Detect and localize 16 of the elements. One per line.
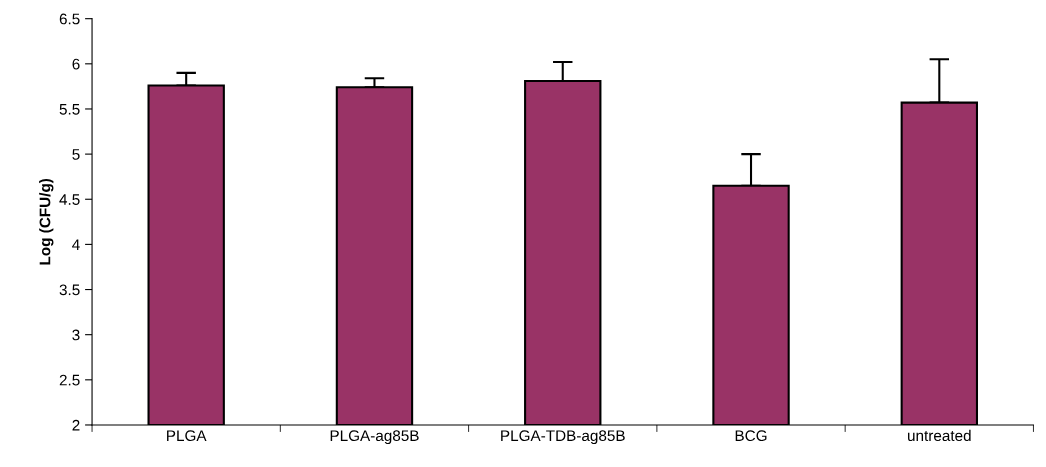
x-tick-label: BCG bbox=[735, 430, 767, 442]
y-tick-label: 2 bbox=[72, 419, 80, 431]
y-tick-label: 4.5 bbox=[59, 194, 80, 205]
y-tick-label: 5.5 bbox=[59, 103, 80, 115]
y-tick-label: 3.5 bbox=[59, 284, 80, 296]
x-tick-label: PLGA-TDB-ag85B bbox=[501, 430, 625, 445]
y-tick-label: 3 bbox=[72, 329, 80, 341]
y-tick-label: 2.5 bbox=[59, 374, 80, 386]
y-tick-label: 6.5 bbox=[59, 13, 80, 25]
x-tick-label: PLGA bbox=[167, 430, 207, 442]
y-tick-label: 4 bbox=[72, 239, 80, 250]
y-tick-label: 6 bbox=[72, 58, 80, 70]
y-axis-title: Log (CFU/g) bbox=[39, 178, 54, 265]
x-tick-label: untreated bbox=[908, 429, 971, 442]
x-tick-label: PLGA-ag85B bbox=[330, 430, 419, 445]
y-tick-label: 5 bbox=[72, 149, 80, 160]
